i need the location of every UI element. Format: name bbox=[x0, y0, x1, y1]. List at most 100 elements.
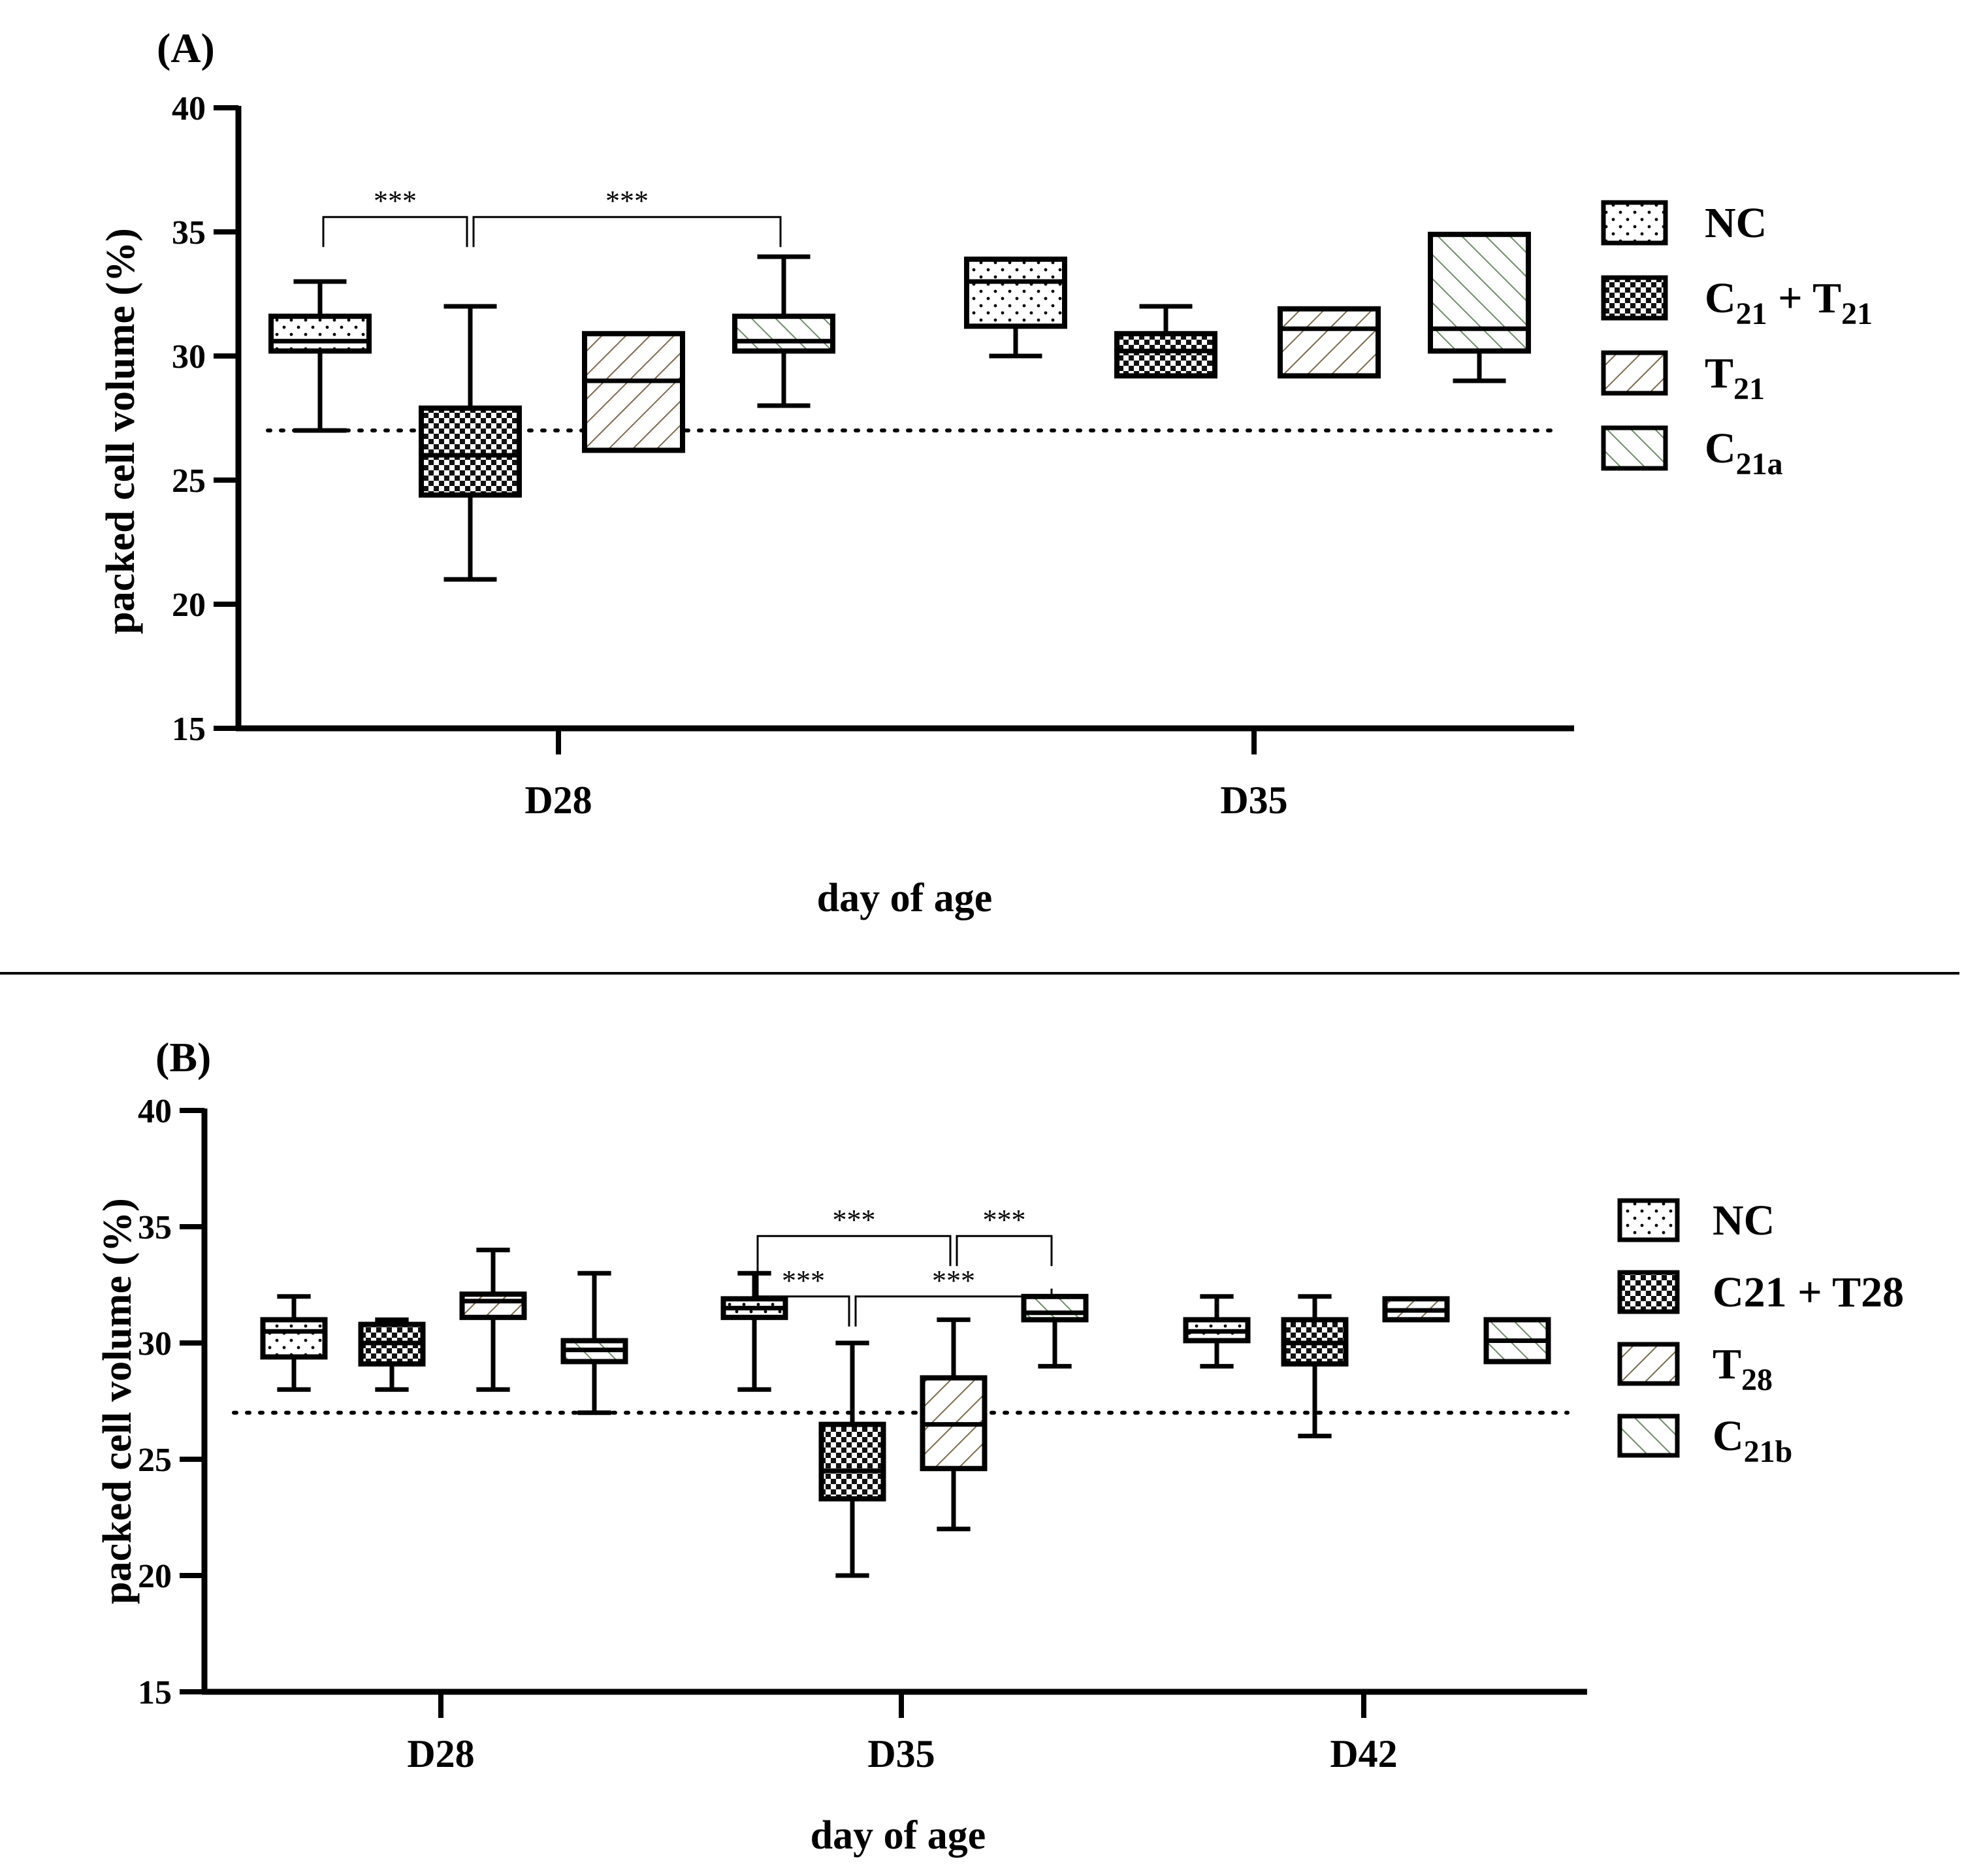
panel-b-box-c21b-d35 bbox=[1021, 1293, 1089, 1369]
legend-label: NC bbox=[1705, 199, 1767, 247]
legend-swatch bbox=[1617, 1414, 1680, 1458]
panel-b-legend-entry: C21 + T28 bbox=[1617, 1269, 1904, 1316]
panel-a-plot-area: 15 20 25 30 35 40 D28 D35 *** *** bbox=[172, 90, 1574, 822]
panel-b-x-tick-label: D28 bbox=[407, 1732, 474, 1775]
panel-b-significance-bracket: *** bbox=[956, 1204, 1053, 1267]
panel-b-box-c21b-d28 bbox=[560, 1270, 628, 1415]
panel-b-legend-entry: T28 bbox=[1617, 1340, 1773, 1397]
panel-b-significance-bracket: *** bbox=[854, 1265, 1053, 1327]
box-body bbox=[582, 331, 685, 453]
panel-a-legend-entry: C21 + T21 bbox=[1601, 274, 1873, 331]
panel-b-y-tick-label: 20 bbox=[138, 1558, 172, 1595]
panel-b-y-tick-label: 25 bbox=[138, 1442, 172, 1479]
box-body bbox=[419, 405, 522, 498]
panel-b-significance-bracket: *** bbox=[756, 1265, 850, 1327]
bracket-line bbox=[756, 1235, 952, 1267]
panel-a-y-tick-label: 15 bbox=[172, 711, 206, 748]
box-body bbox=[1428, 231, 1531, 354]
panel-a-box-c21a-d35 bbox=[1428, 231, 1531, 383]
panel-a-box-t21-d35 bbox=[1278, 306, 1381, 379]
significance-label: *** bbox=[374, 185, 417, 217]
bracket-line bbox=[322, 216, 468, 248]
panel-b-box-c21b-d42 bbox=[1483, 1317, 1551, 1365]
box-body bbox=[964, 256, 1067, 329]
significance-label: *** bbox=[833, 1204, 876, 1236]
legend-swatch bbox=[1601, 275, 1668, 321]
significance-label: *** bbox=[932, 1265, 975, 1297]
legend-label: T28 bbox=[1713, 1340, 1773, 1397]
panel-a: (A) packed cell volume (%) day of age 15… bbox=[99, 25, 1873, 920]
panel-b-legend-entry: C21b bbox=[1617, 1412, 1792, 1469]
panel-a-x-tick-label: D35 bbox=[1220, 779, 1287, 822]
panel-a-y-tick-label: 20 bbox=[172, 587, 206, 624]
panel-a-legend-entry: T21 bbox=[1601, 349, 1765, 406]
legend-label: T21 bbox=[1705, 349, 1765, 406]
bracket-line bbox=[756, 1265, 850, 1327]
legend-swatch bbox=[1617, 1342, 1680, 1386]
significance-label: *** bbox=[605, 185, 649, 217]
panel-a-significance-bracket: *** bbox=[322, 185, 468, 248]
legend-label: C21b bbox=[1713, 1412, 1792, 1469]
panel-b: (B) packed cell volume (%) day of age 15… bbox=[95, 1034, 1904, 1858]
panel-b-y-tick-label: 30 bbox=[138, 1325, 172, 1363]
panel-b-box-nc-d28 bbox=[260, 1294, 328, 1392]
significance-label: *** bbox=[983, 1204, 1026, 1236]
panel-b-box-c21-t28-d35 bbox=[818, 1340, 886, 1578]
box-body bbox=[1021, 1293, 1089, 1323]
bracket-line bbox=[472, 216, 782, 248]
panel-a-box-c21-t21-d35 bbox=[1114, 304, 1217, 379]
panel-b-x-tick-label: D35 bbox=[867, 1732, 935, 1775]
panel-a-x-tick-label: D28 bbox=[524, 779, 592, 822]
panel-a-y-axis-title: packed cell volume (%) bbox=[99, 228, 143, 634]
legend-label: C21a bbox=[1705, 425, 1783, 481]
panel-b-legend-entry: NC bbox=[1617, 1197, 1775, 1244]
panel-a-y-tick-label: 30 bbox=[172, 338, 206, 376]
panel-b-y-tick-label: 40 bbox=[138, 1093, 172, 1130]
panel-a-significance-bracket: *** bbox=[472, 185, 782, 248]
box-body bbox=[459, 1291, 527, 1320]
significance-label: *** bbox=[782, 1265, 825, 1297]
legend-swatch bbox=[1601, 200, 1668, 246]
panel-b-box-c21-t28-d42 bbox=[1281, 1294, 1349, 1438]
panel-a-box-t21-d28 bbox=[582, 331, 685, 453]
panel-b-y-tick-label: 15 bbox=[138, 1674, 172, 1711]
panel-b-box-t28-d35 bbox=[920, 1317, 988, 1532]
panel-b-box-t28-d42 bbox=[1382, 1296, 1450, 1323]
panel-a-y-tick-label: 40 bbox=[172, 90, 206, 127]
box-body bbox=[268, 314, 372, 354]
panel-b-box-c21-t28-d28 bbox=[358, 1317, 426, 1392]
panel-b-legend: NC C21 + T28 T28 C21b bbox=[1617, 1197, 1904, 1469]
panel-a-legend-entry: C21a bbox=[1601, 425, 1783, 481]
box-body bbox=[818, 1421, 886, 1502]
box-body bbox=[1278, 306, 1381, 379]
panel-b-box-t28-d28 bbox=[459, 1248, 527, 1392]
panel-a-x-axis-title: day of age bbox=[817, 876, 993, 920]
bracket-line bbox=[956, 1235, 1053, 1267]
legend-swatch bbox=[1601, 425, 1668, 471]
box-body bbox=[260, 1317, 328, 1360]
legend-label: C21 + T28 bbox=[1713, 1269, 1904, 1316]
panel-a-box-nc-d35 bbox=[964, 256, 1067, 359]
panel-b-y-axis-title: packed cell volume (%) bbox=[95, 1198, 140, 1604]
box-body bbox=[732, 314, 835, 354]
panel-a-legend-entry: NC bbox=[1601, 199, 1767, 247]
panel-a-y-tick-label: 35 bbox=[172, 214, 206, 251]
legend-swatch bbox=[1617, 1198, 1680, 1242]
box-body bbox=[1114, 331, 1217, 379]
legend-swatch bbox=[1617, 1270, 1680, 1314]
legend-label: C21 + T21 bbox=[1705, 274, 1873, 331]
panel-a-box-c21-t21-d28 bbox=[419, 304, 522, 582]
panel-a-box-c21a-d28 bbox=[732, 254, 835, 408]
panel-b-x-tick-label: D42 bbox=[1330, 1732, 1397, 1775]
panel-b-significance-bracket: *** bbox=[756, 1204, 952, 1267]
panel-b-label: (B) bbox=[155, 1034, 211, 1080]
panel-b-box-nc-d35 bbox=[720, 1270, 788, 1392]
panel-a-label: (A) bbox=[157, 25, 215, 71]
panel-b-box-nc-d42 bbox=[1183, 1294, 1251, 1369]
panel-a-legend: NC C21 + T21 T21 C21a bbox=[1601, 199, 1873, 481]
legend-label: NC bbox=[1713, 1197, 1775, 1244]
bracket-line bbox=[854, 1288, 1053, 1327]
